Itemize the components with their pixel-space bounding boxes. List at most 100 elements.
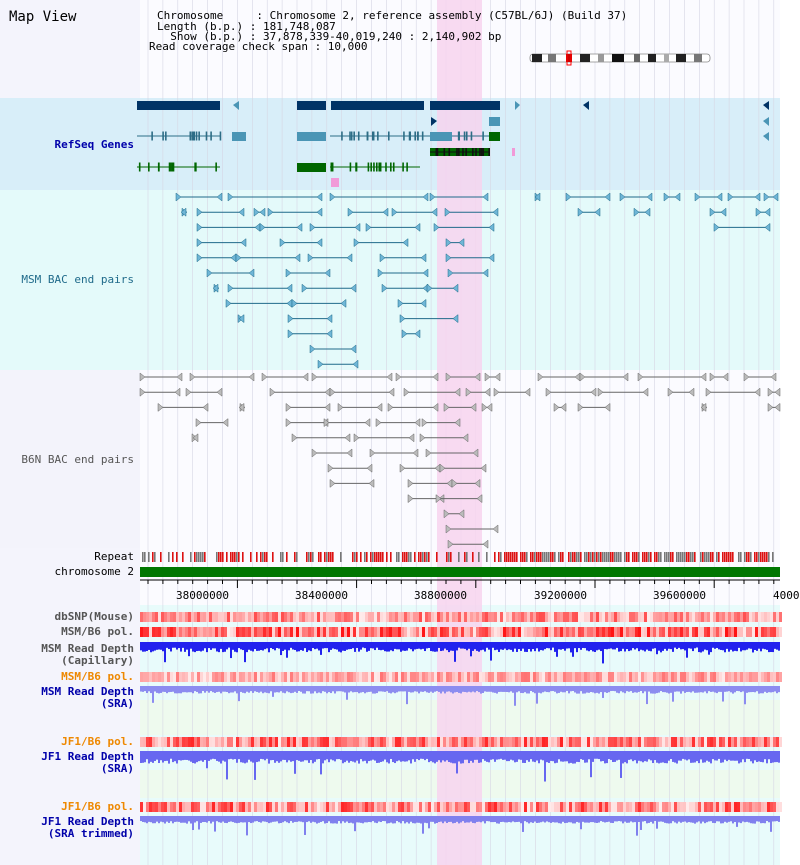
bac-end-marker bbox=[196, 253, 203, 263]
read-depth-bar bbox=[176, 686, 178, 694]
msm-bac-end-pairs-track[interactable] bbox=[175, 192, 779, 369]
heatmap-cell bbox=[680, 612, 683, 622]
read-depth-bar bbox=[658, 751, 660, 764]
bac-end-marker bbox=[227, 192, 234, 202]
heatmap-cell bbox=[353, 612, 356, 622]
heatmap-cell bbox=[608, 627, 611, 637]
heatmap-cell bbox=[470, 737, 473, 747]
heatmap-cell bbox=[350, 672, 353, 682]
read-depth-bar bbox=[714, 686, 716, 693]
heatmap-cell bbox=[407, 627, 410, 637]
read-depth-bar bbox=[528, 751, 530, 762]
read-depth-bar bbox=[200, 686, 202, 694]
repeat-element bbox=[558, 552, 560, 562]
read-depth-bar bbox=[680, 642, 682, 650]
read-depth-bar bbox=[692, 751, 694, 763]
read-depth-bar bbox=[248, 686, 250, 693]
heatmap-cell bbox=[443, 672, 446, 682]
read-depth-bar bbox=[510, 751, 512, 760]
repeat-element bbox=[636, 552, 638, 562]
msm-bac-end-pairs-label[interactable]: MSM BAC end pairs bbox=[21, 273, 134, 286]
gene-exon bbox=[421, 131, 424, 141]
heatmap-cell bbox=[188, 672, 191, 682]
read-depth-bar bbox=[170, 686, 172, 692]
read-depth-bar bbox=[340, 686, 342, 692]
read-depth-bar bbox=[206, 751, 208, 769]
read-depth-bar bbox=[610, 686, 612, 692]
heatmap-cell bbox=[743, 627, 746, 637]
heatmap-cell bbox=[599, 737, 602, 747]
repeat-element bbox=[466, 552, 468, 562]
read-depth-bar bbox=[334, 816, 336, 824]
read-depth-bar bbox=[778, 642, 780, 651]
chromosome-ideogram[interactable] bbox=[529, 50, 711, 66]
heatmap-cell bbox=[497, 627, 500, 637]
read-depth-bar bbox=[354, 816, 356, 832]
heatmap-cell bbox=[419, 672, 422, 682]
heatmap-cell bbox=[656, 802, 659, 812]
heatmap-cell bbox=[731, 672, 734, 682]
heatmap-cell bbox=[695, 612, 698, 622]
refseq-genes-label[interactable]: RefSeq Genes bbox=[54, 138, 134, 151]
read-depth-bar bbox=[498, 686, 500, 692]
read-depth-bar bbox=[738, 642, 740, 648]
read-depth-bar bbox=[278, 642, 280, 649]
read-depth-bar bbox=[298, 686, 300, 692]
repeat-element bbox=[692, 552, 694, 562]
read-depth-bar bbox=[368, 642, 370, 651]
read-depth-bar bbox=[746, 816, 748, 822]
bac-end-marker bbox=[594, 207, 601, 217]
bac-end-marker bbox=[720, 207, 727, 217]
read-depth-bar bbox=[174, 686, 176, 694]
repeat-element bbox=[694, 552, 696, 562]
heatmap-cell bbox=[527, 737, 530, 747]
read-depth-bar bbox=[772, 686, 774, 693]
read-depth-bar bbox=[710, 686, 712, 692]
read-depth-bar bbox=[642, 686, 644, 694]
heatmap-cell bbox=[509, 737, 512, 747]
heatmap-cell bbox=[563, 612, 566, 622]
repeat-element bbox=[218, 552, 220, 562]
heatmap-cell bbox=[299, 802, 302, 812]
read-depth-bar bbox=[646, 751, 648, 762]
repeat-element bbox=[242, 552, 244, 562]
repeat-element bbox=[332, 552, 334, 562]
heatmap-cell bbox=[200, 802, 203, 812]
heatmap-cell bbox=[383, 802, 386, 812]
bac-end-marker bbox=[713, 222, 720, 232]
heatmap-cell bbox=[455, 627, 458, 637]
heatmap-cell bbox=[233, 737, 236, 747]
heatmap-cell bbox=[767, 612, 770, 622]
heatmap-cell bbox=[377, 672, 380, 682]
bac-end-marker bbox=[767, 387, 774, 397]
heatmap-cell bbox=[425, 802, 428, 812]
heatmap-cell bbox=[311, 612, 314, 622]
read-depth-bar bbox=[246, 686, 248, 692]
heatmap-cell bbox=[314, 802, 317, 812]
read-depth-bar bbox=[356, 816, 358, 823]
heatmap-cell bbox=[770, 627, 773, 637]
read-depth-bar bbox=[632, 816, 634, 823]
heatmap-cell bbox=[212, 737, 215, 747]
read-depth-bar bbox=[204, 816, 206, 823]
refseq-gene-track[interactable] bbox=[137, 101, 769, 187]
heatmap-cell bbox=[323, 627, 326, 637]
heatmap-cell bbox=[749, 612, 752, 622]
heatmap-cell bbox=[260, 612, 263, 622]
b6n-bac-end-pairs-track[interactable] bbox=[139, 372, 781, 549]
heatmap-cell bbox=[449, 737, 452, 747]
repeat-element bbox=[760, 552, 762, 562]
read-depth-bar bbox=[754, 751, 756, 761]
read-depth-bar bbox=[230, 686, 232, 693]
heatmap-cell bbox=[281, 802, 284, 812]
b6n-bac-end-pairs-label[interactable]: B6N BAC end pairs bbox=[21, 453, 134, 466]
read-depth-bar bbox=[162, 816, 164, 823]
heatmap-cell bbox=[227, 672, 230, 682]
repeat-element bbox=[366, 552, 368, 562]
read-depth-bar bbox=[348, 751, 350, 763]
repeat-element bbox=[646, 552, 648, 562]
read-depth-bar bbox=[210, 816, 212, 824]
heatmap-cell bbox=[230, 737, 233, 747]
read-depth-bar bbox=[466, 751, 468, 760]
